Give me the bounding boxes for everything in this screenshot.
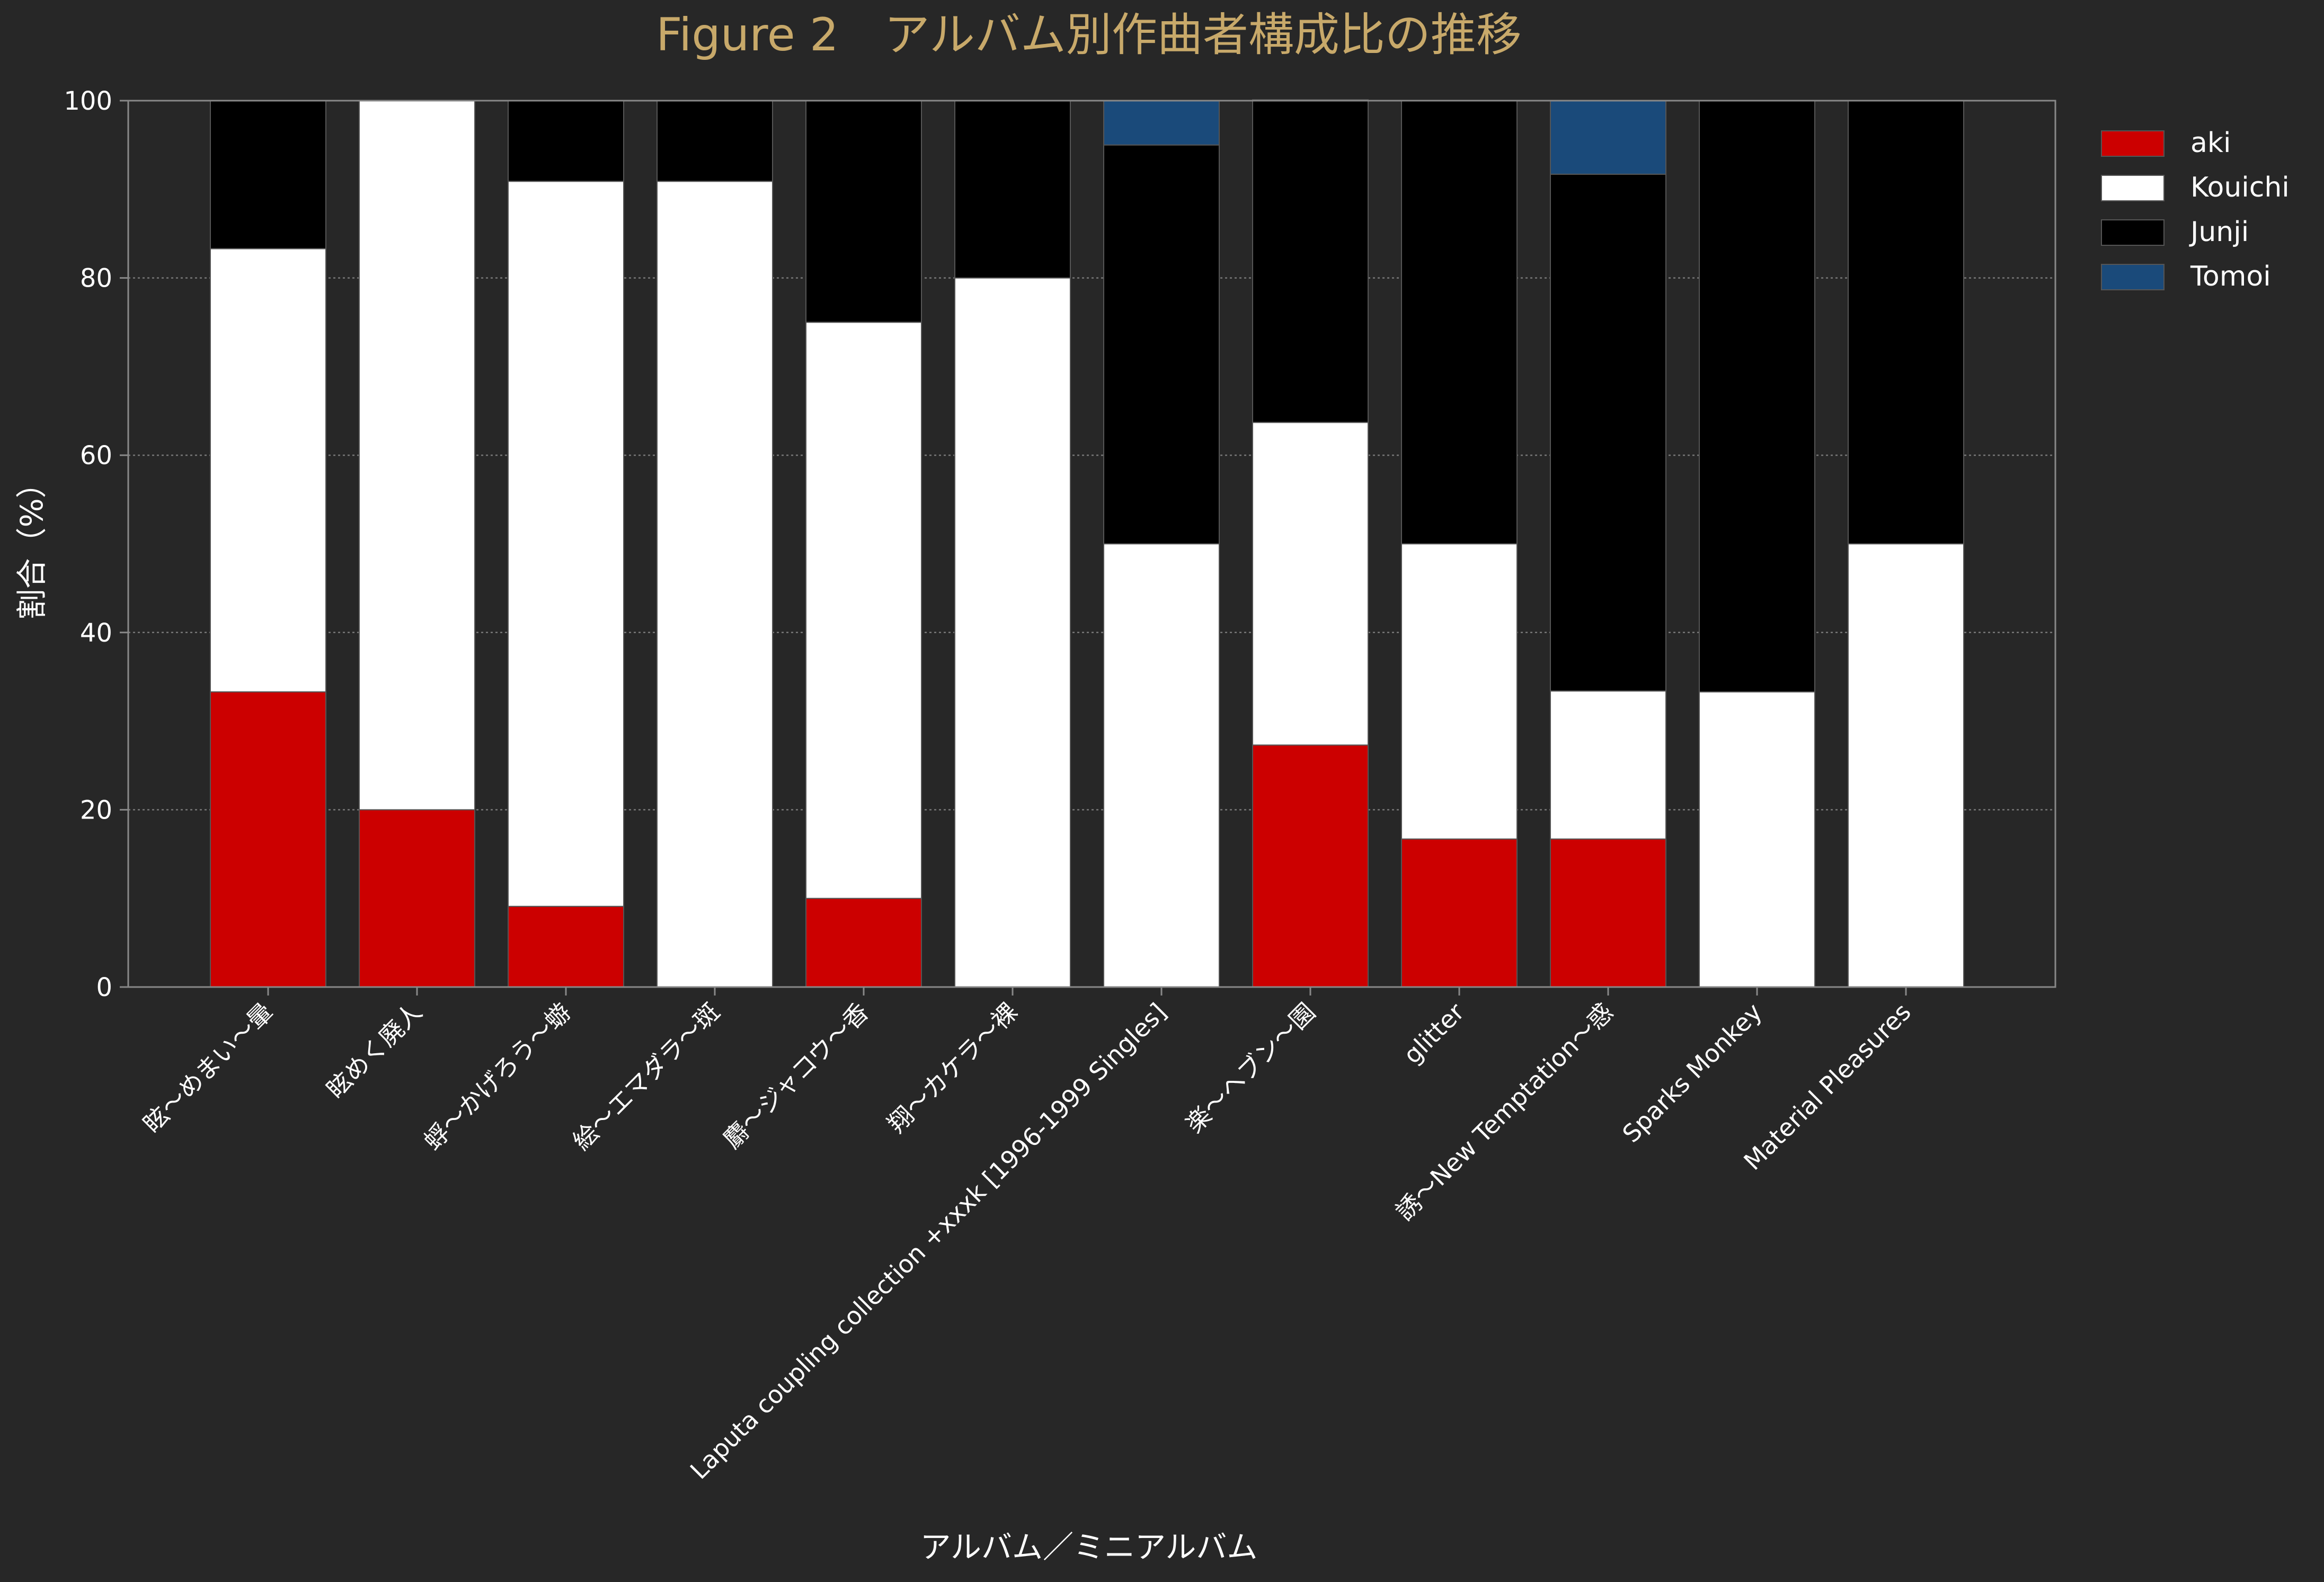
bar-segment-junji bbox=[1401, 100, 1518, 545]
x-tick-label: 楽〜ヘブン〜園 bbox=[1180, 998, 1321, 1139]
bar-segment-kouichi bbox=[210, 248, 326, 692]
bar-segment-kouichi bbox=[657, 181, 773, 988]
legend-label: Tomoi bbox=[2190, 261, 2271, 292]
y-tick-label: 80 bbox=[80, 264, 112, 294]
bar-segment-junji bbox=[657, 100, 773, 182]
bar-segment-kouichi bbox=[1550, 690, 1666, 840]
bar-segment-junji bbox=[508, 100, 624, 182]
y-axis-ticks: 0 20 40 60 80 100 bbox=[64, 86, 128, 1002]
y-tick-label: 100 bbox=[64, 86, 112, 116]
x-tick-label: Sparks Monkey bbox=[1617, 998, 1767, 1148]
x-tick-label: 眩めく廃人 bbox=[321, 998, 428, 1104]
bar-segment-junji bbox=[1848, 100, 1964, 545]
bar-segment-kouichi bbox=[359, 100, 475, 811]
bar-segment-aki bbox=[210, 691, 326, 988]
y-tick-label: 60 bbox=[80, 441, 112, 470]
bar-segment-junji bbox=[1699, 100, 1815, 692]
bar-segment-aki bbox=[1401, 838, 1518, 988]
bar-segment-junji bbox=[805, 100, 922, 323]
bar-segment-junji bbox=[210, 100, 326, 250]
legend-swatch-junji bbox=[2101, 219, 2165, 246]
legend-swatch-kouichi bbox=[2101, 175, 2165, 201]
bar-segment-junji bbox=[1550, 173, 1666, 692]
bar-segment-junji bbox=[1252, 99, 1369, 423]
legend-label: Junji bbox=[2189, 216, 2249, 248]
x-tick-label: 眩〜めまい〜暈 bbox=[138, 998, 279, 1139]
x-tick-label: 蜉〜かげろう〜蝣 bbox=[418, 998, 576, 1156]
bar-segment-kouichi bbox=[805, 322, 922, 899]
bar-segment-kouichi bbox=[1103, 543, 1220, 988]
x-tick-label: 翔〜カケラ〜裸 bbox=[882, 998, 1023, 1139]
bar-segment-tomoi bbox=[1550, 100, 1666, 175]
bar-segment-aki bbox=[1550, 838, 1666, 988]
legend: aki Kouichi Junji Tomoi bbox=[2101, 127, 2290, 292]
bar-segment-kouichi bbox=[508, 181, 624, 907]
bar-segment-aki bbox=[1252, 744, 1369, 988]
bar-segment-aki bbox=[359, 809, 475, 988]
legend-label: Kouichi bbox=[2190, 172, 2290, 203]
bar-segment-junji bbox=[1103, 144, 1220, 545]
x-tick-label: Material Pleasures bbox=[1738, 998, 1916, 1176]
plot-frame bbox=[127, 100, 2056, 988]
bar-segment-tomoi bbox=[1103, 100, 1220, 146]
bar-segment-aki bbox=[805, 897, 922, 988]
bars bbox=[210, 99, 1964, 988]
y-axis-label: 割合（%） bbox=[14, 467, 50, 619]
y-tick-label: 40 bbox=[80, 618, 112, 648]
x-tick-label: Laputa coupling collection +xxxk [1996-1… bbox=[685, 998, 1172, 1485]
bar-segment-junji bbox=[954, 100, 1071, 279]
legend-swatch-tomoi bbox=[2101, 264, 2165, 290]
legend-swatch-aki bbox=[2101, 130, 2165, 157]
bar-segment-aki bbox=[508, 905, 624, 988]
y-tick-label: 0 bbox=[96, 973, 112, 1002]
bar-segment-kouichi bbox=[954, 277, 1071, 988]
x-tick-label: 麝〜ジャコウ〜香 bbox=[717, 998, 874, 1154]
bar-segment-kouichi bbox=[1252, 422, 1369, 746]
bar-segment-kouichi bbox=[1699, 691, 1815, 988]
chart-title: Figure 2 アルバム別作曲者構成比の推移 bbox=[656, 8, 1522, 61]
y-tick-label: 20 bbox=[80, 795, 112, 825]
bar-segment-kouichi bbox=[1848, 543, 1964, 988]
x-tick-label: glitter bbox=[1398, 998, 1470, 1070]
legend-label: aki bbox=[2190, 127, 2231, 159]
x-tick-label: 絵〜エマダラ〜斑 bbox=[567, 998, 725, 1156]
bar-segment-kouichi bbox=[1401, 543, 1518, 840]
x-axis-label: アルバム／ミニアルバム bbox=[920, 1529, 1258, 1565]
